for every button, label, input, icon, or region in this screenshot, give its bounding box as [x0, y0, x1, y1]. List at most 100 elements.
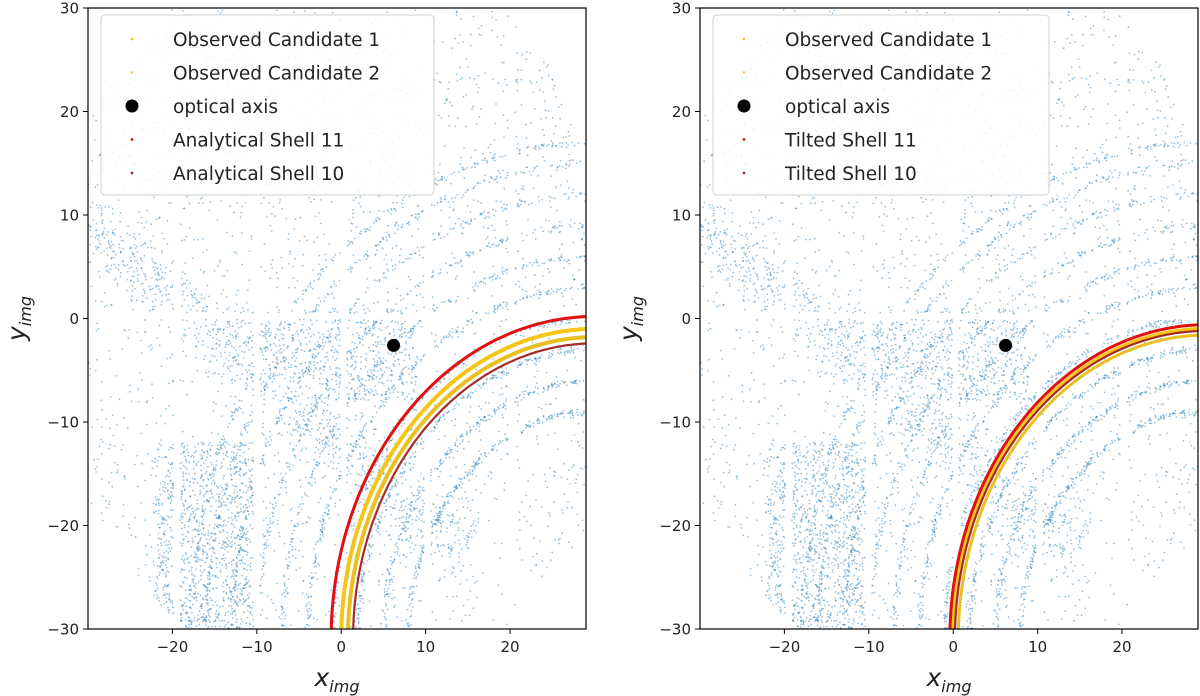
- background-point: [551, 350, 554, 352]
- background-point: [113, 250, 115, 253]
- background-point: [216, 307, 219, 310]
- background-point: [310, 576, 313, 579]
- background-point: [543, 143, 545, 146]
- background-point: [430, 520, 433, 523]
- background-point: [385, 583, 387, 586]
- background-point: [244, 583, 247, 586]
- background-point: [241, 411, 244, 414]
- background-point: [466, 397, 469, 399]
- background-point: [412, 346, 415, 349]
- background-point: [534, 356, 536, 359]
- background-point: [484, 283, 487, 286]
- background-point: [101, 426, 103, 428]
- background-point: [188, 472, 191, 475]
- background-point: [295, 569, 297, 571]
- background-point: [506, 303, 508, 306]
- background-point: [531, 555, 534, 558]
- background-point: [140, 267, 143, 269]
- background-point: [419, 553, 422, 555]
- background-point: [190, 569, 193, 572]
- background-point: [538, 293, 541, 296]
- background-point: [294, 395, 297, 398]
- background-point: [233, 455, 236, 458]
- background-point: [238, 538, 241, 541]
- background-point: [455, 484, 458, 487]
- background-point: [581, 238, 584, 241]
- background-point: [138, 371, 141, 374]
- background-point: [477, 86, 480, 89]
- background-point: [266, 216, 269, 218]
- background-point: [306, 373, 309, 375]
- background-point: [505, 247, 508, 250]
- background-point: [439, 510, 441, 513]
- background-point: [165, 293, 167, 296]
- background-point: [372, 327, 374, 330]
- background-point: [117, 469, 119, 472]
- background-point: [551, 79, 554, 81]
- background-point: [525, 166, 528, 169]
- background-point: [336, 311, 339, 313]
- background-point: [569, 416, 572, 419]
- background-point: [440, 225, 443, 228]
- background-point: [360, 580, 363, 582]
- background-point: [302, 580, 305, 582]
- background-point: [152, 560, 155, 563]
- background-point: [106, 264, 109, 267]
- background-point: [169, 356, 172, 359]
- background-point: [518, 149, 521, 152]
- background-point: [491, 29, 493, 32]
- background-point: [261, 458, 264, 461]
- background-point: [240, 363, 243, 366]
- background-point: [229, 591, 232, 594]
- background-point: [185, 624, 187, 627]
- background-point: [554, 432, 556, 435]
- background-point: [316, 406, 319, 408]
- background-point: [408, 457, 411, 459]
- background-point: [352, 445, 355, 448]
- background-point: [234, 407, 237, 410]
- background-point: [318, 396, 320, 399]
- background-point: [539, 293, 542, 296]
- background-point: [307, 481, 310, 484]
- background-point: [143, 331, 146, 333]
- background-point: [388, 387, 390, 389]
- background-point: [566, 180, 569, 183]
- background-point: [391, 247, 394, 250]
- background-point: [489, 175, 492, 178]
- background-point: [472, 251, 474, 254]
- background-point: [196, 533, 199, 536]
- background-point: [475, 123, 478, 125]
- background-point: [283, 422, 286, 425]
- background-point: [404, 505, 407, 508]
- background-point: [518, 361, 521, 363]
- background-point: [446, 452, 449, 455]
- background-point: [552, 384, 555, 387]
- background-point: [480, 387, 483, 389]
- background-point: [527, 146, 530, 148]
- background-point: [485, 455, 488, 458]
- background-point: [409, 587, 411, 590]
- background-point: [492, 619, 495, 621]
- background-point: [390, 578, 393, 581]
- background-point: [572, 159, 575, 162]
- background-point: [95, 245, 97, 248]
- background-point: [332, 461, 335, 464]
- background-point: [181, 430, 184, 433]
- background-point: [219, 329, 222, 331]
- background-point: [381, 573, 384, 576]
- background-point: [286, 564, 289, 566]
- background-point: [590, 349, 592, 351]
- background-point: [369, 329, 372, 332]
- background-point: [301, 592, 304, 594]
- background-point: [591, 140, 593, 142]
- background-point: [144, 519, 146, 521]
- background-point: [493, 214, 496, 217]
- background-point: [313, 477, 316, 480]
- background-point: [408, 224, 410, 226]
- background-point: [313, 310, 316, 313]
- background-point: [346, 417, 348, 420]
- background-point: [460, 260, 463, 263]
- background-point: [319, 300, 322, 302]
- background-point: [193, 556, 196, 559]
- background-point: [320, 274, 322, 277]
